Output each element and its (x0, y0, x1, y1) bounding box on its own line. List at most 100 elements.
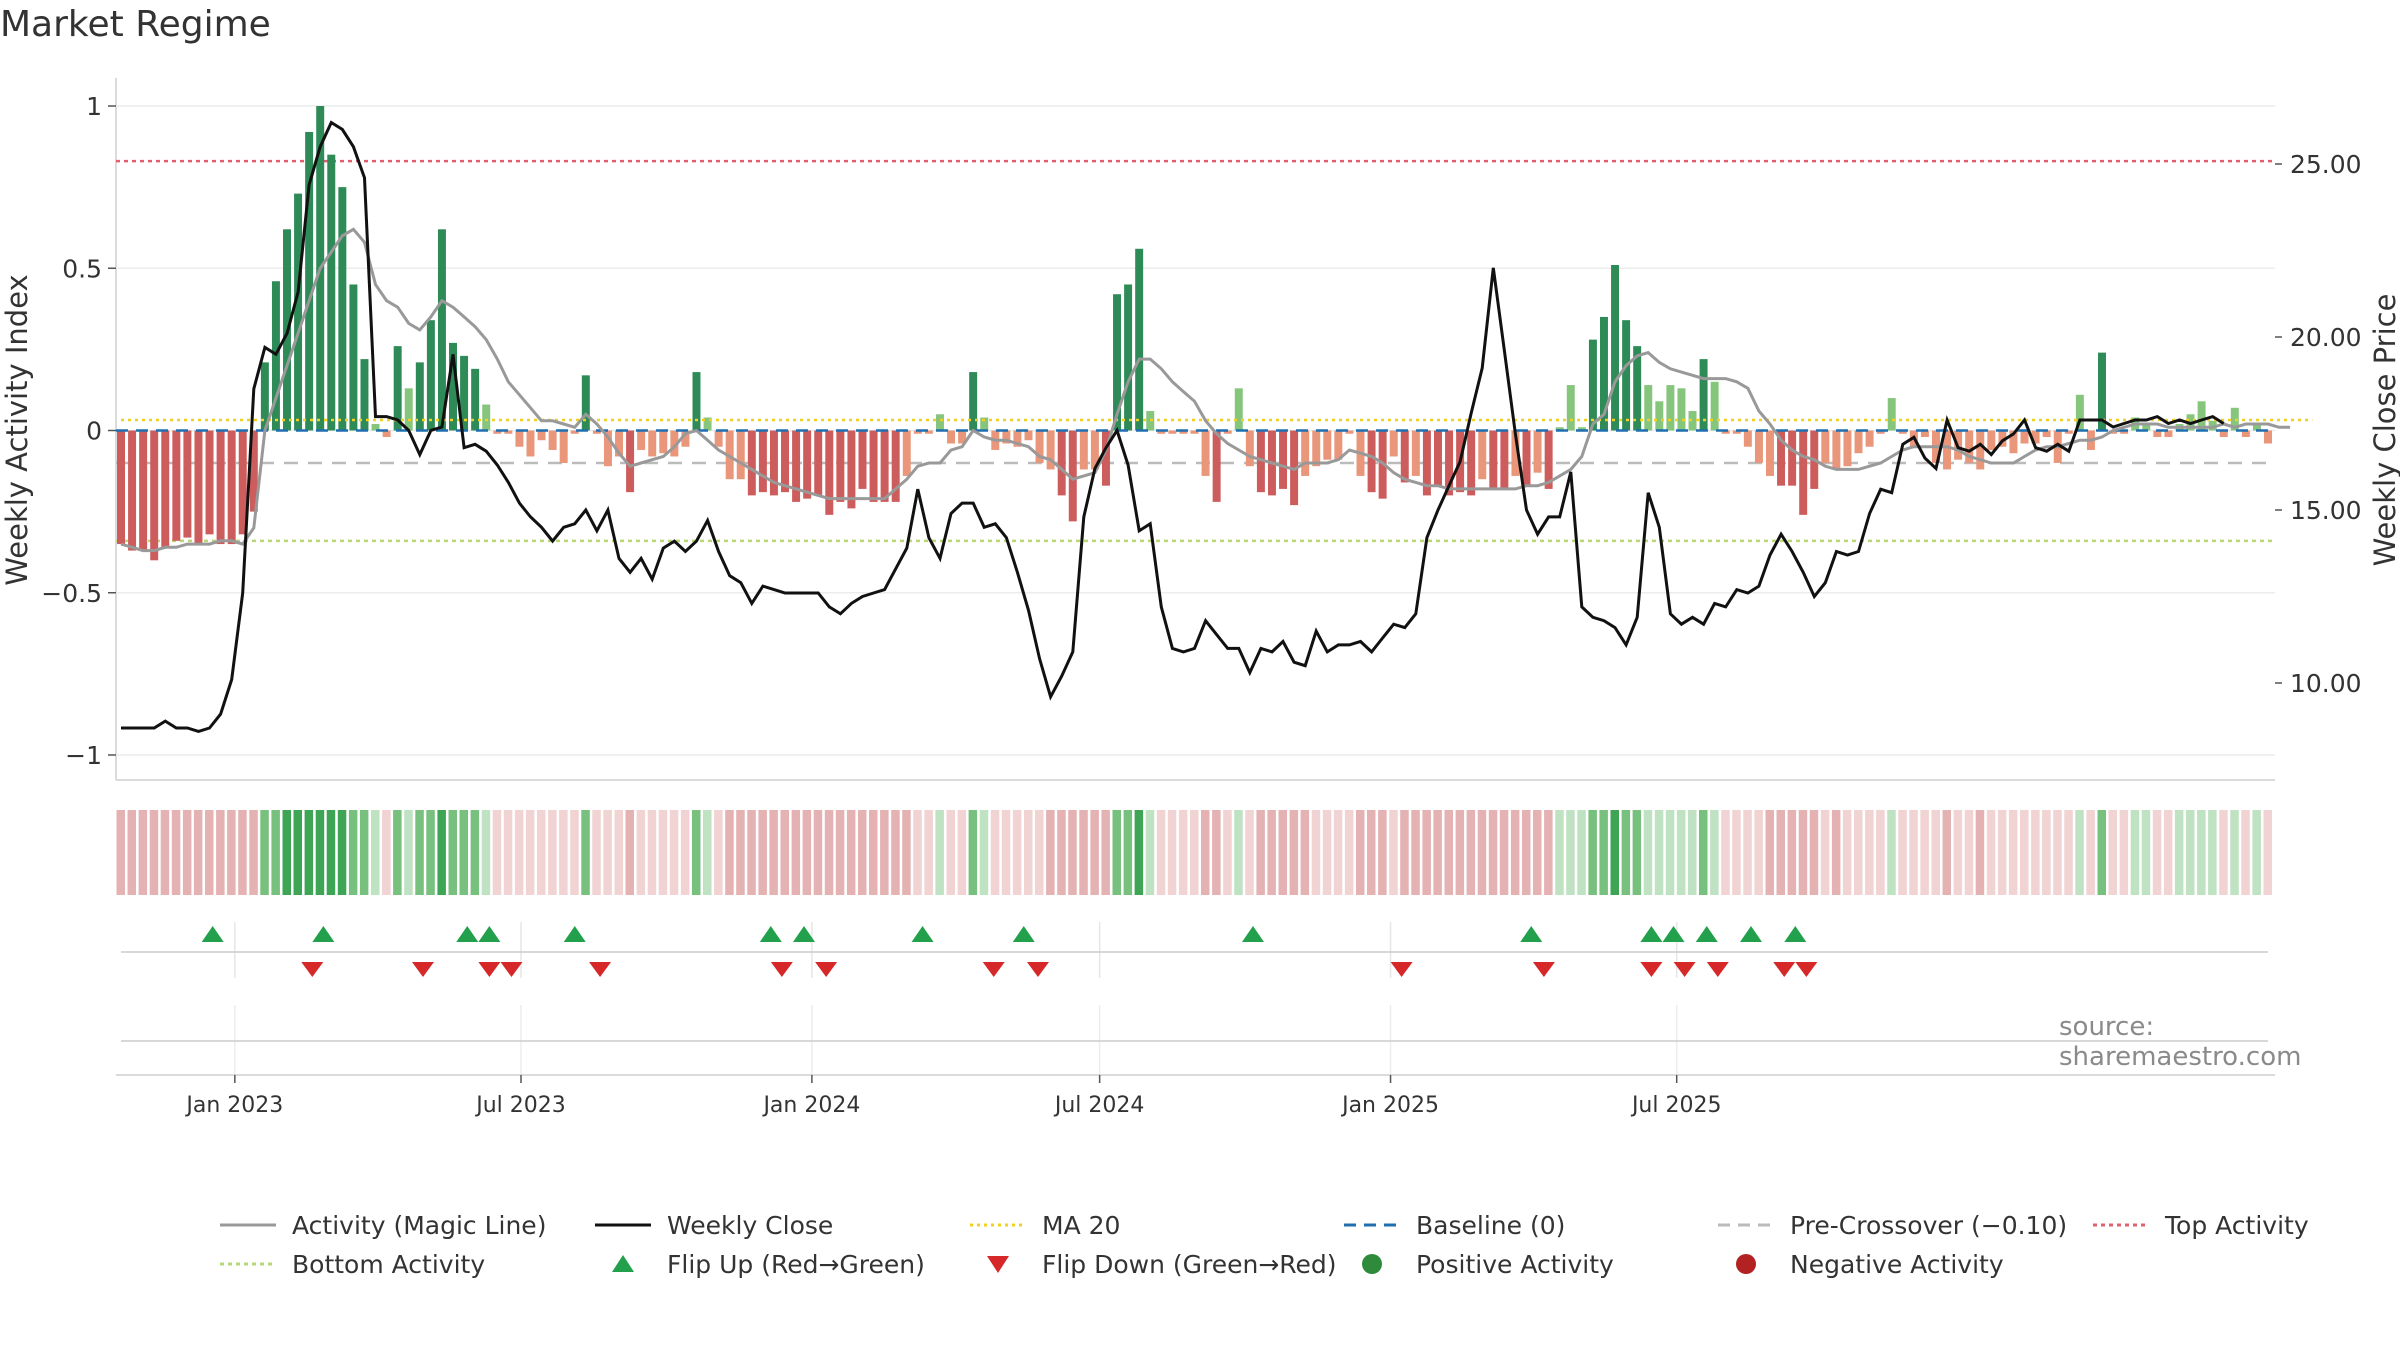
activity-bar (449, 342, 457, 431)
activity-bar (1622, 320, 1631, 431)
activity-bar (880, 430, 889, 502)
regime-cell (2141, 810, 2151, 895)
activity-bar (1024, 430, 1033, 441)
activity-bar (2208, 420, 2217, 431)
activity-bar (128, 430, 137, 551)
x-tick-label: Jul 2023 (474, 1093, 566, 1118)
activity-bar (781, 430, 790, 493)
activity-bar (913, 430, 922, 434)
activity-bar (1544, 430, 1553, 489)
regime-cell (1223, 810, 1232, 895)
regime-cell (149, 810, 159, 895)
flip-panel (121, 922, 2268, 978)
regime-cell (1024, 810, 1033, 895)
left-axis-label: Weekly Activity Index (0, 274, 34, 585)
regime-cell (249, 810, 258, 895)
flip-down-marker (1795, 962, 1818, 977)
regime-cell (260, 810, 269, 895)
regime-cell (1743, 810, 1752, 895)
right-axis-label: Weekly Close Price (2368, 294, 2400, 567)
activity-bar (1345, 430, 1354, 434)
activity-bar (2164, 430, 2173, 437)
flip-up-marker (456, 926, 479, 942)
activity-bar (747, 430, 756, 496)
regime-cell (1267, 810, 1276, 895)
legend-label: Negative Activity (1790, 1250, 2004, 1279)
activity-bar (482, 404, 491, 431)
activity-bar (1677, 388, 1686, 431)
regime-cell (1909, 810, 1918, 895)
activity-bar (471, 368, 480, 431)
legend-item: Pre-Crossover (−0.10) (1718, 1211, 2067, 1240)
regime-cell (371, 810, 380, 895)
regime-cell (2008, 810, 2018, 895)
regime-cell (1610, 810, 1619, 895)
regime-cell (1400, 810, 1409, 895)
regime-cell (492, 810, 502, 895)
regime-cell (1389, 810, 1398, 895)
legend-item: Bottom Activity (220, 1250, 485, 1279)
regime-cell (1123, 810, 1133, 895)
activity-bar (393, 346, 402, 431)
activity-bar (1633, 346, 1642, 431)
regime-cell (1378, 810, 1387, 895)
regime-cell (946, 810, 955, 895)
flip-down-marker (500, 962, 523, 977)
activity-bar (1489, 430, 1498, 489)
flip-up-marker (1241, 926, 1264, 942)
regime-cell (1544, 810, 1553, 895)
regime-cell (680, 810, 690, 895)
activity-bar (1135, 248, 1144, 431)
activity-bar (869, 430, 878, 502)
regime-cell (725, 810, 734, 895)
legend-item: Baseline (0) (1344, 1211, 1565, 1240)
activity-bar (1611, 265, 1620, 431)
regime-cell (1057, 810, 1066, 895)
flip-up-marker (201, 926, 224, 942)
activity-bar (1843, 430, 1852, 467)
regime-cell (2130, 810, 2140, 895)
left-tick-label: 0 (86, 417, 102, 446)
activity-bar (1101, 430, 1110, 486)
regime-cell (138, 810, 148, 895)
regime-cell (2174, 810, 2184, 895)
activity-bar (1655, 401, 1664, 431)
regime-cell (780, 810, 789, 895)
activity-bar (1788, 430, 1797, 486)
regime-cell (1035, 810, 1044, 895)
flip-up-marker (759, 926, 782, 942)
flip-up-marker (792, 926, 815, 942)
activity-bar (537, 430, 546, 441)
flip-up-marker (1695, 926, 1718, 942)
activity-bar (349, 284, 358, 431)
activity-bar (2031, 430, 2040, 444)
activity-bar (958, 430, 967, 444)
regime-cell (625, 810, 634, 895)
activity-bar (1212, 430, 1221, 502)
legend-item: MA 20 (970, 1211, 1120, 1240)
activity-bar (172, 430, 181, 541)
regime-cell (1344, 810, 1354, 895)
regime-cell (1876, 810, 1885, 895)
activity-bar (1522, 430, 1531, 486)
regime-cell (1986, 810, 1996, 895)
regime-cell (1643, 810, 1653, 895)
regime-cell (824, 810, 834, 895)
regime-cell (415, 810, 424, 895)
regime-cell (913, 810, 922, 895)
flip-down-marker (1640, 962, 1663, 977)
activity-bar (1566, 385, 1575, 431)
left-tick-label: 0.5 (62, 254, 102, 283)
x-tick-label: Jul 2024 (1053, 1093, 1145, 1118)
activity-bar (2153, 430, 2162, 437)
regime-cell (703, 810, 712, 895)
regime-cell (1953, 810, 1963, 895)
activity-bar (1467, 430, 1476, 496)
flip-down-marker (301, 962, 324, 977)
activity-bar (1599, 316, 1608, 431)
legend-label: Positive Activity (1416, 1250, 1614, 1279)
activity-bar (150, 430, 159, 561)
activity-bar (1743, 430, 1752, 447)
regime-cell (1964, 810, 1974, 895)
activity-bar (891, 430, 900, 502)
